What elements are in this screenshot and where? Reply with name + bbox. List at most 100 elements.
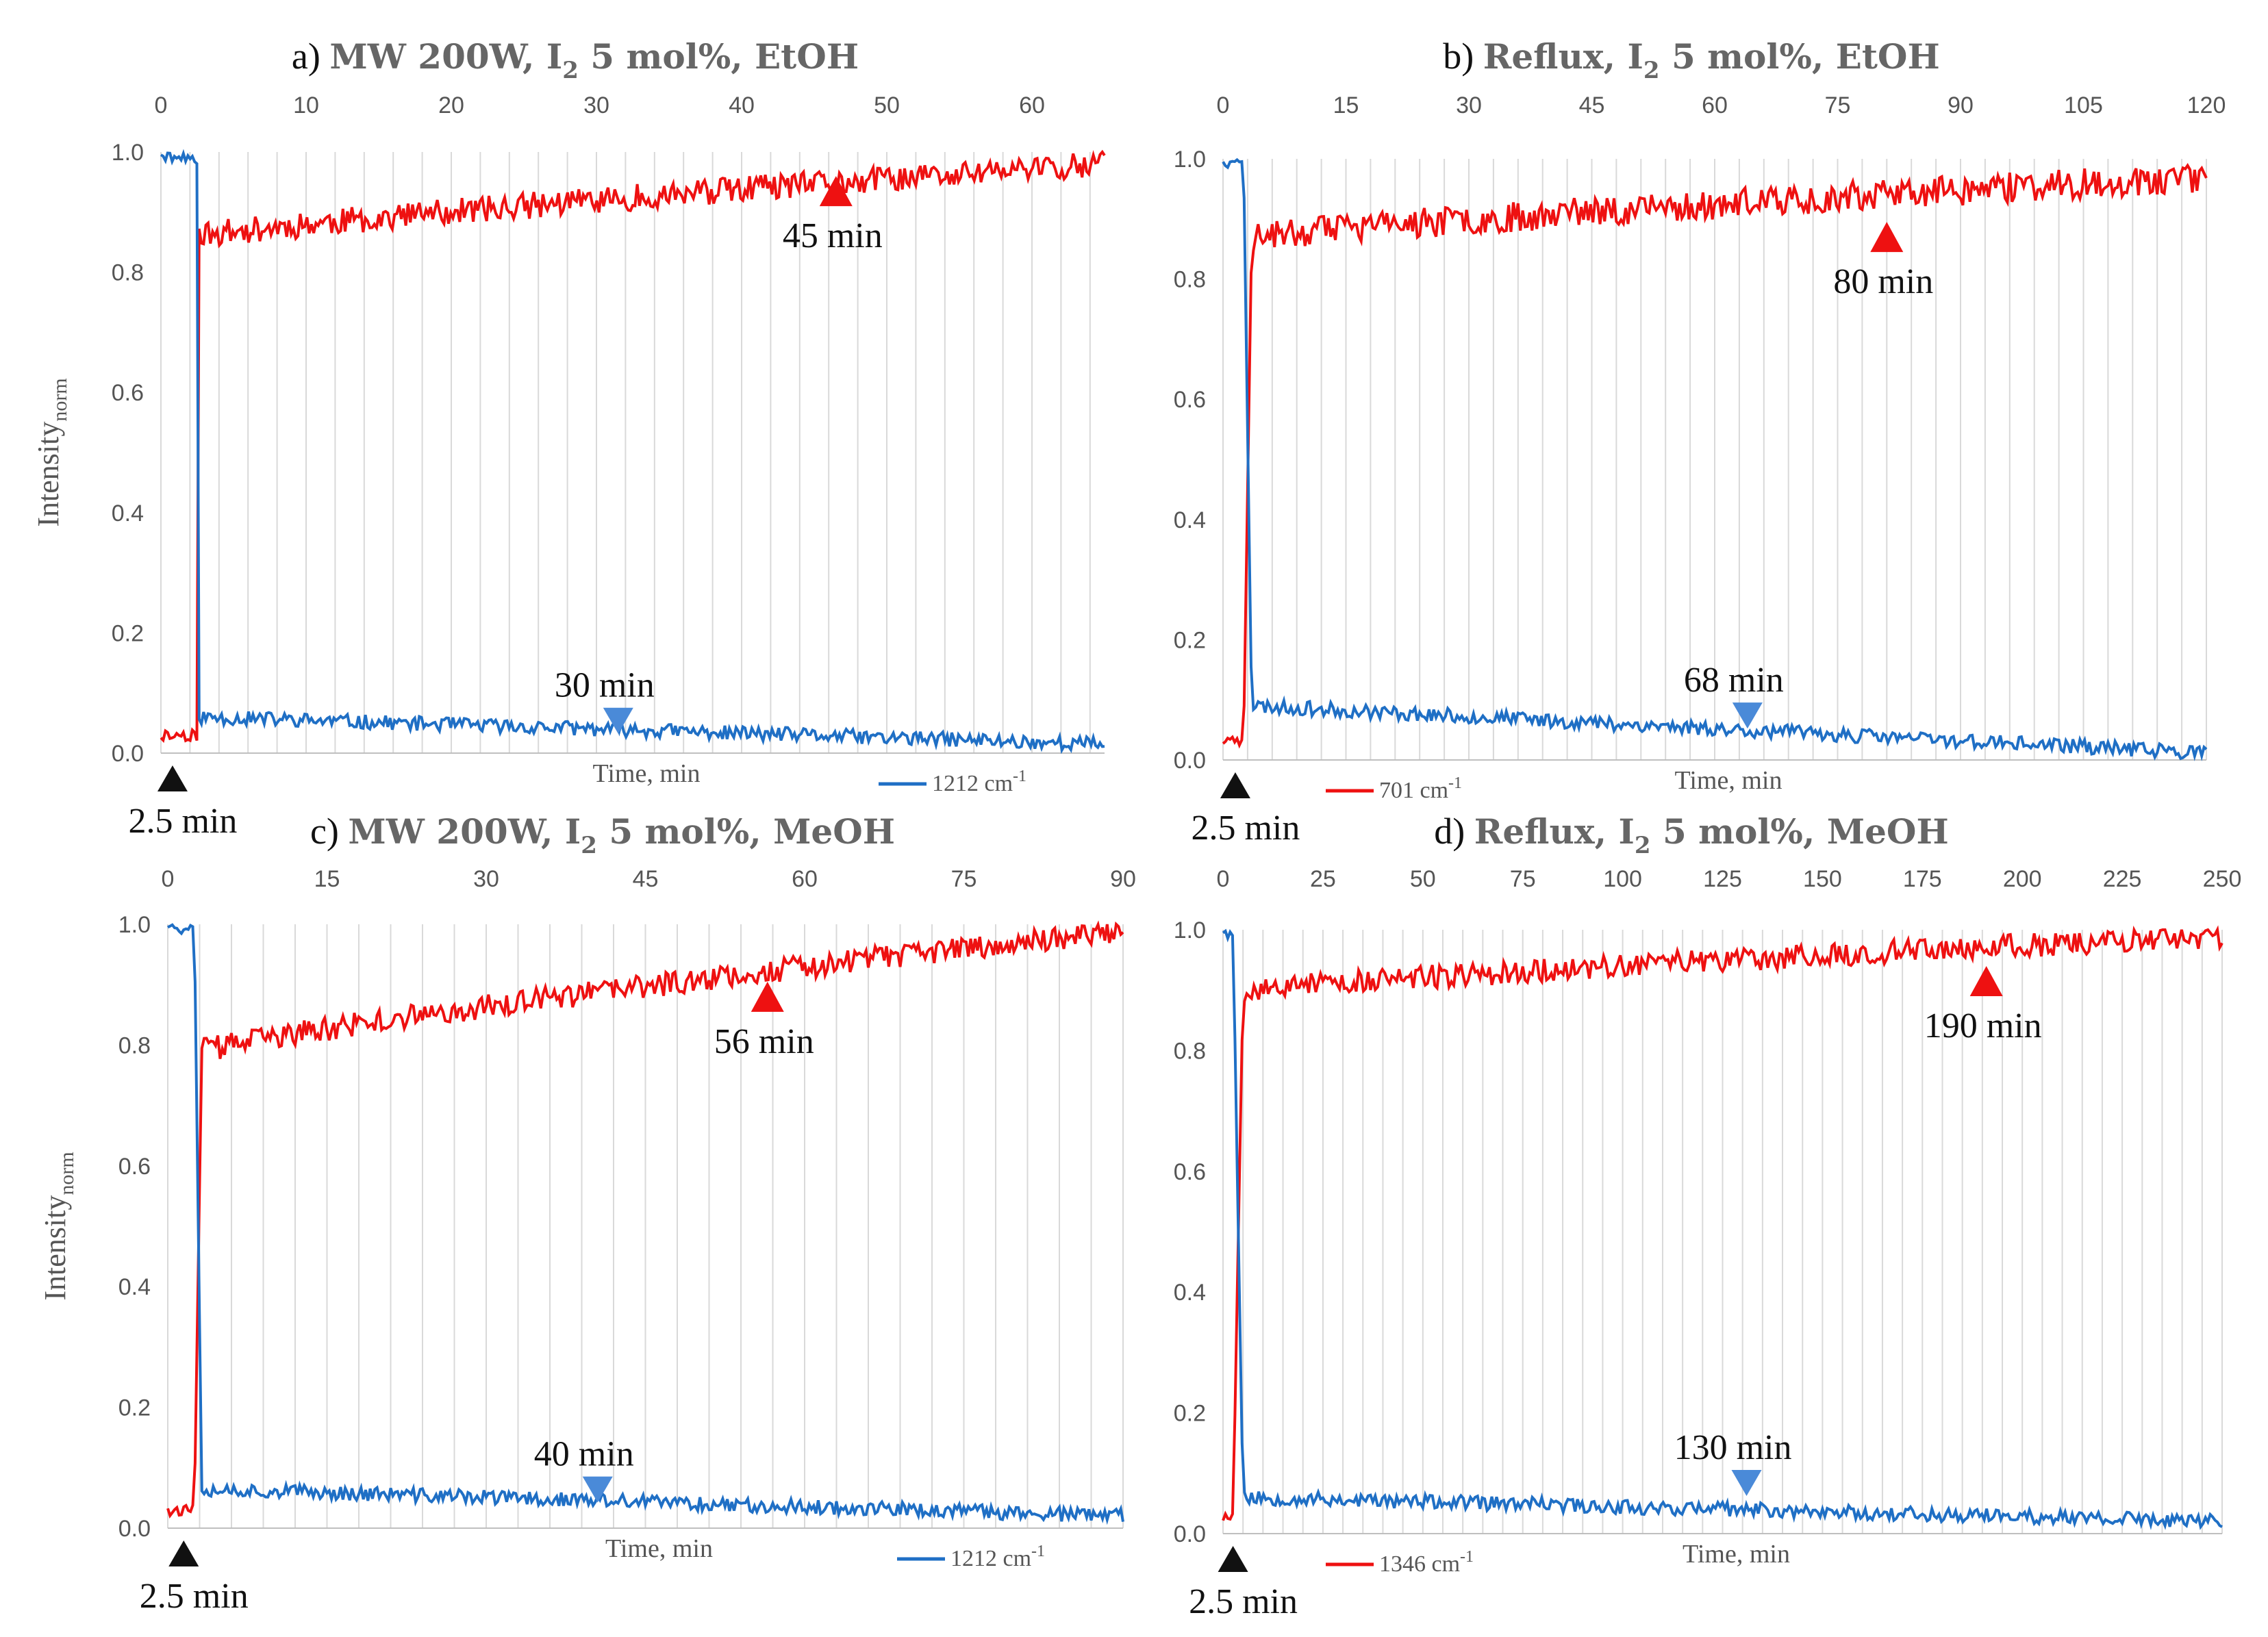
x-tick-label: 30 bbox=[583, 92, 609, 118]
y-tick-label: 0.0 bbox=[112, 741, 144, 767]
y-label-subscript: norm bbox=[49, 378, 71, 421]
y-tick-label: 0.4 bbox=[1174, 1280, 1206, 1306]
start-marker-triangle bbox=[157, 765, 188, 791]
x-tick-label: 225 bbox=[2103, 866, 2142, 892]
y-tick-label: 0.0 bbox=[118, 1516, 151, 1542]
reactant-series-line bbox=[160, 149, 1105, 754]
x-tick-label: 60 bbox=[1702, 92, 1728, 118]
product-endpoint-label: 56 min bbox=[714, 1022, 814, 1061]
product-endpoint-marker bbox=[1870, 222, 1904, 253]
chart-panel-b: 0 15 30 45 60 75 90 105 120 0.0 0.2 0.4 0.6 0.8 1.0 b) … bbox=[1174, 36, 2226, 848]
legend-superscript: -1 bbox=[1448, 774, 1462, 792]
y-tick-label: 0.2 bbox=[118, 1395, 151, 1421]
reactant-endpoint-marker bbox=[603, 707, 633, 734]
panel-letter: a) bbox=[292, 36, 329, 77]
x-tick-label: 0 bbox=[1217, 866, 1230, 892]
y-tick-label: 0.8 bbox=[1174, 1038, 1206, 1064]
x-tick-label: 50 bbox=[1410, 866, 1436, 892]
reactant-endpoint-marker bbox=[1732, 702, 1763, 729]
y-tick-label: 0.2 bbox=[1174, 1401, 1206, 1427]
x-tick-label: 175 bbox=[1903, 866, 1942, 892]
chart-title: d) Reflux, I2 5 mol%, MeOH bbox=[1434, 811, 1948, 859]
legend-label: 701 cm-1 bbox=[1379, 774, 1462, 803]
title-rest: 5 mol%, MeOH bbox=[597, 811, 895, 852]
reactant-endpoint-label: 40 min bbox=[534, 1435, 634, 1474]
x-tick-label: 120 bbox=[2187, 92, 2226, 118]
title-main: Reflux, I bbox=[1483, 36, 1643, 77]
x-tick-label: 20 bbox=[438, 92, 464, 118]
start-marker-triangle bbox=[1218, 1546, 1248, 1572]
x-tick-label: 90 bbox=[1110, 866, 1136, 892]
chart-panel-a: 0 10 20 30 40 50 60 0.0 0.2 0.4 0.6 0.8 1.0 a) MW 200… bbox=[32, 36, 1106, 841]
chart-title: c) MW 200W, I2 5 mol%, MeOH bbox=[310, 811, 895, 859]
y-tick-label: 0.2 bbox=[1174, 627, 1206, 653]
title-subscript: 2 bbox=[562, 57, 579, 84]
product-series-line bbox=[1222, 162, 2208, 749]
title-rest: 5 mol%, EtOH bbox=[1660, 36, 1940, 77]
start-marker-triangle bbox=[1220, 772, 1250, 798]
reactant-endpoint-label: 130 min bbox=[1674, 1428, 1792, 1467]
x-tick-label: 0 bbox=[1217, 92, 1230, 118]
product-endpoint-label: 80 min bbox=[1833, 262, 1933, 301]
start-time-label: 2.5 min bbox=[1189, 1582, 1298, 1621]
product-endpoint-marker bbox=[819, 176, 853, 207]
x-tick-label: 10 bbox=[293, 92, 319, 118]
x-axis-label: Time, min bbox=[1675, 766, 1782, 795]
title-rest: 5 mol%, EtOH bbox=[579, 36, 859, 77]
product-series-line bbox=[160, 149, 1106, 744]
legend-superscript: -1 bbox=[1460, 1548, 1474, 1566]
y-tick-label: 0.6 bbox=[1174, 1159, 1206, 1185]
x-tick-label: 60 bbox=[1019, 92, 1045, 118]
reactant-endpoint-label: 30 min bbox=[555, 666, 655, 705]
y-label-subscript: norm bbox=[55, 1152, 78, 1195]
reactant-endpoint-label: 68 min bbox=[1684, 661, 1784, 700]
chart-panel-c: 0 15 30 45 60 75 90 0.0 0.2 0.4 0.6 0.8 1.0 c) MW 200… bbox=[38, 811, 1136, 1616]
start-marker-triangle bbox=[168, 1540, 199, 1566]
y-tick-label: 0.8 bbox=[112, 260, 144, 286]
y-axis-label: Intensitynorm bbox=[32, 378, 71, 526]
x-tick-label: 50 bbox=[874, 92, 900, 118]
legend-text: 1212 cm bbox=[950, 1546, 1031, 1571]
x-tick-label: 40 bbox=[729, 92, 755, 118]
start-time-label: 2.5 min bbox=[129, 802, 238, 841]
y-tick-label: 1.0 bbox=[1174, 917, 1206, 943]
chart-title: a) MW 200W, I2 5 mol%, EtOH bbox=[292, 36, 859, 84]
x-tick-label: 90 bbox=[1948, 92, 1974, 118]
legend-text: 1346 cm bbox=[1379, 1551, 1460, 1577]
x-tick-label: 45 bbox=[1579, 92, 1605, 118]
title-subscript: 2 bbox=[1635, 832, 1651, 859]
product-endpoint-marker bbox=[1969, 965, 2003, 996]
y-tick-label: 0.0 bbox=[1174, 1521, 1206, 1547]
legend-label: 1212 cm-1 bbox=[932, 767, 1026, 796]
reactant-series-line bbox=[1222, 157, 2208, 761]
y-axis-label: Intensitynorm bbox=[38, 1152, 78, 1300]
title-rest: 5 mol%, MeOH bbox=[1651, 811, 1949, 852]
x-tick-label: 75 bbox=[1825, 92, 1851, 118]
title-subscript: 2 bbox=[581, 832, 597, 859]
title-main: MW 200W, I bbox=[329, 36, 562, 77]
x-tick-label: 30 bbox=[1456, 92, 1482, 118]
x-tick-label: 15 bbox=[314, 866, 340, 892]
start-time-label: 2.5 min bbox=[140, 1577, 249, 1616]
x-tick-label: 75 bbox=[1510, 866, 1536, 892]
y-tick-label: 0.4 bbox=[1174, 507, 1206, 533]
y-tick-label: 1.0 bbox=[1174, 147, 1206, 173]
start-time-label: 2.5 min bbox=[1191, 809, 1300, 848]
legend-text: 701 cm bbox=[1379, 778, 1448, 803]
x-tick-label: 0 bbox=[162, 866, 175, 892]
x-tick-label: 125 bbox=[1703, 866, 1742, 892]
x-tick-label: 30 bbox=[473, 866, 499, 892]
product-series-line bbox=[1222, 925, 2223, 1521]
x-tick-label: 15 bbox=[1333, 92, 1359, 118]
legend-superscript: -1 bbox=[1031, 1543, 1045, 1560]
x-axis-label: Time, min bbox=[1683, 1540, 1790, 1569]
x-tick-label: 75 bbox=[951, 866, 977, 892]
legend-label: 1212 cm-1 bbox=[950, 1543, 1045, 1571]
product-endpoint-label: 45 min bbox=[783, 216, 883, 255]
x-tick-label: 60 bbox=[792, 866, 818, 892]
chart-title: b) Reflux, I2 5 mol%, EtOH bbox=[1443, 36, 1939, 84]
panel-letter: b) bbox=[1443, 36, 1483, 77]
y-tick-label: 0.4 bbox=[118, 1274, 151, 1300]
chart-panel-d: 0 25 50 75 100 125 150 175 200 225 250 0.0 0.2 0.4 0.6… bbox=[1174, 811, 2242, 1621]
